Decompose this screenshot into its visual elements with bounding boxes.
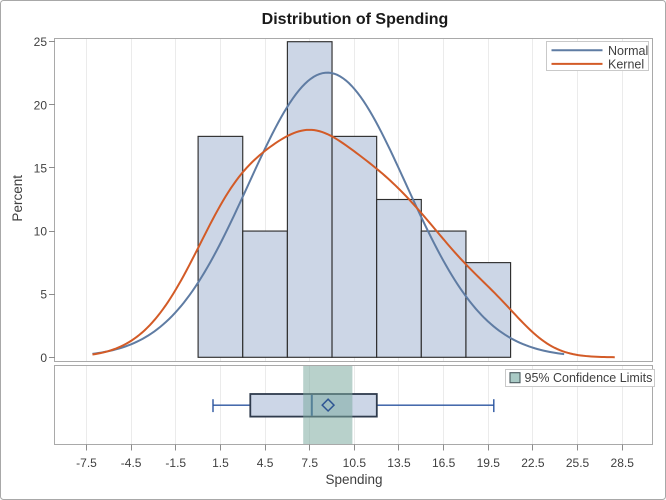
svg-text:15: 15 xyxy=(34,161,48,175)
svg-text:16.5: 16.5 xyxy=(432,456,456,470)
svg-text:1.5: 1.5 xyxy=(212,456,229,470)
svg-text:28.5: 28.5 xyxy=(611,456,635,470)
svg-text:10: 10 xyxy=(34,225,48,239)
svg-text:20: 20 xyxy=(34,98,48,112)
svg-text:-1.5: -1.5 xyxy=(165,456,186,470)
svg-text:Spending: Spending xyxy=(325,472,382,487)
svg-text:95% Confidence Limits: 95% Confidence Limits xyxy=(525,371,653,385)
svg-text:4.5: 4.5 xyxy=(257,456,274,470)
svg-text:25: 25 xyxy=(34,35,48,49)
svg-text:22.5: 22.5 xyxy=(521,456,545,470)
svg-text:-4.5: -4.5 xyxy=(121,456,142,470)
svg-text:25.5: 25.5 xyxy=(566,456,590,470)
svg-text:0: 0 xyxy=(40,351,47,365)
svg-text:13.5: 13.5 xyxy=(387,456,411,470)
svg-text:Normal: Normal xyxy=(608,44,648,58)
svg-text:Distribution of Spending: Distribution of Spending xyxy=(262,11,449,28)
svg-text:Kernel: Kernel xyxy=(608,58,644,72)
svg-text:10.5: 10.5 xyxy=(343,456,367,470)
svg-text:-7.5: -7.5 xyxy=(76,456,97,470)
svg-text:19.5: 19.5 xyxy=(477,456,501,470)
svg-text:Percent: Percent xyxy=(10,175,25,222)
svg-text:7.5: 7.5 xyxy=(301,456,318,470)
svg-text:5: 5 xyxy=(40,288,47,302)
